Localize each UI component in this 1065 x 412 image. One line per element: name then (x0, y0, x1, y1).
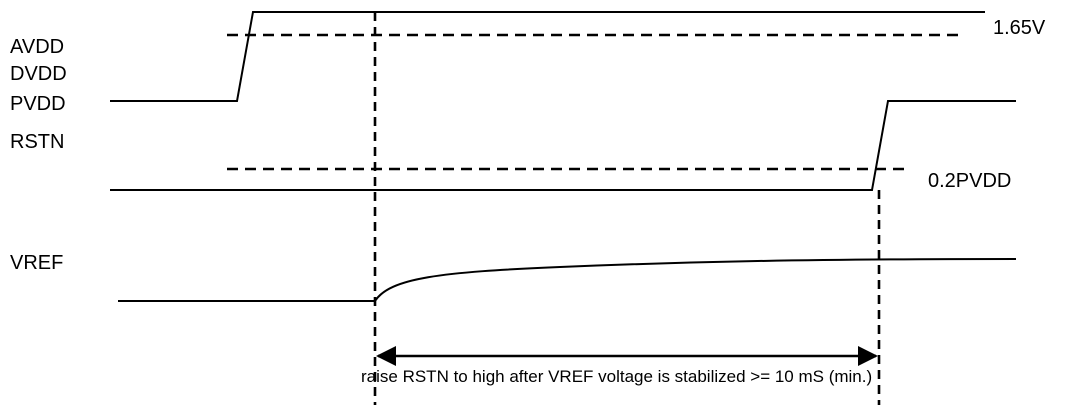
timing-annotation: raise RSTN to high after VREF voltage is… (361, 367, 872, 386)
rstn-waveform (110, 100, 1016, 191)
rstn-threshold-label: 0.2PVDD (928, 170, 1011, 192)
pvdd-label: PVDD (10, 93, 66, 115)
power-threshold-label: 1.65V (993, 17, 1046, 39)
rstn-label: RSTN (10, 131, 64, 153)
dvdd-label: DVDD (10, 63, 67, 85)
power-waveform (110, 11, 985, 102)
vref-label: VREF (10, 252, 63, 274)
vref-waveform (118, 258, 1017, 302)
avdd-label: AVDD (10, 36, 64, 58)
